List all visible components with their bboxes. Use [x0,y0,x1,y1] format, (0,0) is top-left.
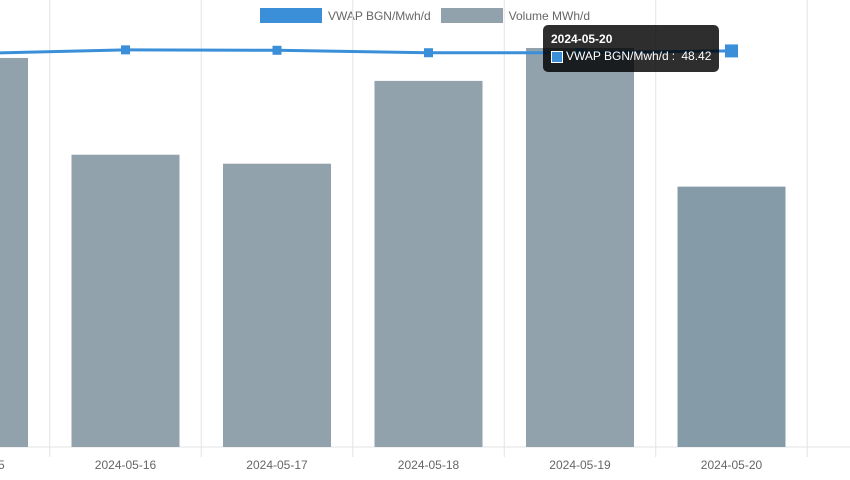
tooltip-color-swatch [551,51,563,64]
vwap-point [272,45,282,55]
volume-bar [223,163,331,447]
tooltip-separator: : [671,49,679,64]
vwap-point [121,45,130,55]
volume-bar [0,57,28,447]
tooltip-title: 2024-05-20 [551,32,613,46]
x-tick-label: 2024-05-17 [246,458,308,472]
volume-legend-swatch [440,8,503,23]
legend-item-vwap[interactable]: VWAP BGN/Mwh/d [259,8,431,23]
volume-bar [526,47,634,447]
volume-bar [677,186,786,447]
volume-bar [71,154,180,447]
vwap-point [725,44,738,58]
legend: VWAP BGN/Mwh/d Volume MWh/d [0,8,850,23]
x-tick-label: 2024-05-18 [398,458,460,472]
x-tick-label: 2024-05-16 [95,458,157,472]
volume-legend-label: Volume MWh/d [508,8,591,23]
legend-item-volume[interactable]: Volume MWh/d [440,8,591,23]
vwap-legend-label: VWAP BGN/Mwh/d [327,8,431,23]
vwap-point [424,48,433,58]
x-tick-label: 2024-05-15 [0,458,5,472]
vwap-legend-swatch [259,8,322,23]
tooltip-value: 48.42 [681,49,712,64]
tooltip-series-label: VWAP BGN/Mwh/d [566,49,669,64]
x-tick-label: 2024-05-19 [549,458,611,472]
volume-bar [374,80,483,448]
tooltip: 2024-05-20 VWAP BGN/Mwh/d: 48.42 [543,25,720,72]
tooltip-row: VWAP BGN/Mwh/d: 48.42 [551,48,711,65]
x-tick-label: 2024-05-20 [701,458,763,472]
